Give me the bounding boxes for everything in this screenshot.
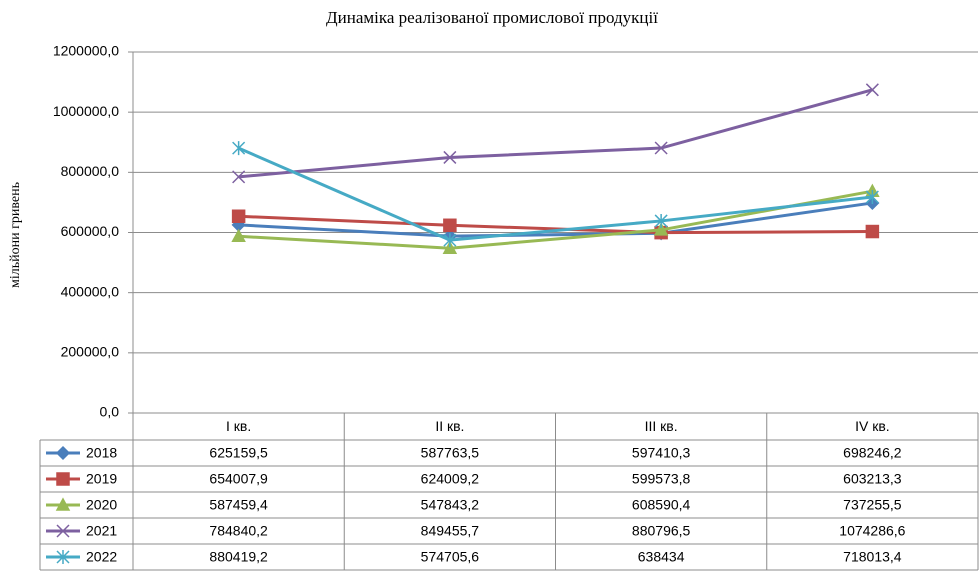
y-tick-label: 400000,0 xyxy=(61,283,120,299)
table-value: 624009,2 xyxy=(421,471,480,487)
y-tick-label: 200000,0 xyxy=(61,344,120,360)
marker xyxy=(442,240,458,254)
table-value: 599573,8 xyxy=(632,471,691,487)
table-value: 597410,3 xyxy=(632,445,691,461)
table-value: 849455,7 xyxy=(421,523,480,539)
table-value: 547843,2 xyxy=(421,497,480,513)
y-tick-label: 1200000,0 xyxy=(53,43,119,59)
marker xyxy=(865,83,879,97)
series-line xyxy=(238,201,873,238)
x-tick-label: III кв. xyxy=(645,418,678,434)
y-axis-label: мільйони гривень xyxy=(8,182,23,288)
marker xyxy=(231,209,246,224)
legend-label: 2018 xyxy=(86,445,117,461)
series-line xyxy=(238,88,873,179)
table-value: 574705,6 xyxy=(421,549,480,565)
series-line xyxy=(238,146,873,242)
marker xyxy=(232,170,246,184)
marker xyxy=(865,224,880,239)
x-tick-label: IV кв. xyxy=(855,418,890,434)
table-value: 1074286,6 xyxy=(839,523,905,539)
table-value: 625159,5 xyxy=(209,445,268,461)
marker xyxy=(56,524,70,538)
table-value: 587459,4 xyxy=(209,497,268,513)
table-value: 718013,4 xyxy=(843,549,902,565)
y-tick-label: 800000,0 xyxy=(61,163,120,179)
legend-label: 2021 xyxy=(86,523,117,539)
table-value: 737255,5 xyxy=(843,497,902,513)
series-line xyxy=(238,189,873,250)
table-value: 654007,9 xyxy=(209,471,268,487)
chart-title: Динаміка реалізованої промислової продук… xyxy=(326,8,658,27)
x-tick-label: II кв. xyxy=(435,418,464,434)
marker xyxy=(56,472,70,486)
table-value: 880796,5 xyxy=(632,523,691,539)
marker xyxy=(231,228,246,243)
marker xyxy=(55,497,71,511)
table-value: 608590,4 xyxy=(632,497,691,513)
marker xyxy=(865,189,879,204)
y-tick-label: 1000000,0 xyxy=(53,103,119,119)
table-value: 880419,2 xyxy=(209,549,268,565)
marker xyxy=(443,218,457,233)
table-value: 603213,3 xyxy=(843,471,902,487)
table-value: 638434 xyxy=(638,549,685,565)
legend-label: 2019 xyxy=(86,471,117,487)
marker xyxy=(56,550,70,564)
table-value: 587763,5 xyxy=(421,445,480,461)
marker xyxy=(654,141,668,155)
marker xyxy=(232,141,246,156)
series-line xyxy=(238,214,873,235)
y-tick-label: 0,0 xyxy=(100,404,120,420)
marker xyxy=(443,150,457,164)
legend-label: 2020 xyxy=(86,497,117,513)
marker xyxy=(654,213,668,228)
marker xyxy=(653,222,669,236)
table-value: 784840,2 xyxy=(209,523,268,539)
legend-label: 2022 xyxy=(86,549,117,565)
table-value: 698246,2 xyxy=(843,445,902,461)
marker xyxy=(443,233,457,248)
y-tick-label: 600000,0 xyxy=(61,223,120,239)
marker xyxy=(55,445,71,461)
x-tick-label: I кв. xyxy=(226,418,251,434)
